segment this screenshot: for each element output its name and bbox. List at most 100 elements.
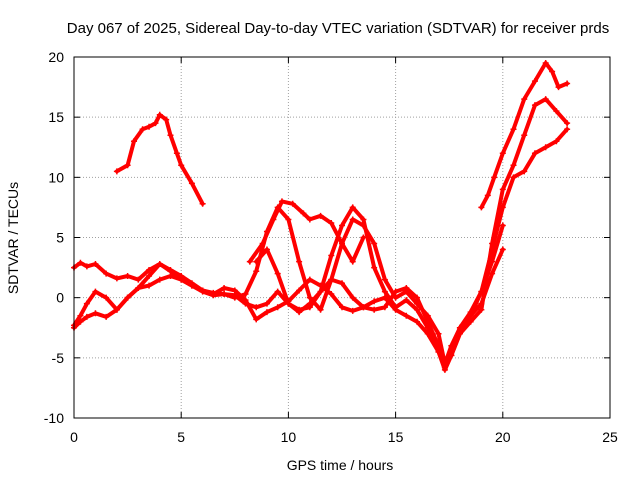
data-point <box>163 116 170 123</box>
data-point <box>263 309 270 316</box>
data-point <box>339 240 345 247</box>
series-s4 <box>253 96 571 373</box>
data-point <box>349 204 356 211</box>
data-point <box>242 291 249 298</box>
data-point <box>263 246 270 253</box>
data-point <box>328 252 335 259</box>
data-point <box>371 264 378 271</box>
data-point <box>259 240 266 247</box>
data-point <box>167 273 174 280</box>
grid <box>74 57 610 418</box>
data-point <box>542 96 549 103</box>
data-point <box>392 304 399 311</box>
data-point <box>92 260 99 267</box>
y-tick-label: 10 <box>48 169 64 185</box>
data-point <box>124 294 131 301</box>
y-tick-label: 15 <box>48 109 64 125</box>
data-point <box>124 162 131 169</box>
data-point <box>231 294 238 301</box>
data-point <box>349 307 356 314</box>
x-tick-label: 20 <box>495 429 511 445</box>
data-point <box>274 288 281 295</box>
data-point <box>77 318 84 325</box>
data-point <box>521 96 528 103</box>
data-point <box>360 216 367 223</box>
data-point <box>253 316 260 323</box>
data-point <box>92 310 99 317</box>
data-point <box>414 294 421 301</box>
data-point <box>499 222 506 229</box>
data-point <box>77 312 84 319</box>
x-tick-label: 15 <box>388 429 404 445</box>
data-point <box>510 174 517 181</box>
data-point <box>328 220 335 227</box>
data-point <box>113 275 120 282</box>
data-point <box>564 126 571 133</box>
data-point <box>360 304 367 311</box>
data-point <box>414 318 421 325</box>
data-point <box>499 186 506 193</box>
data-point <box>278 198 285 205</box>
data-point <box>231 287 238 294</box>
data-point <box>253 268 260 275</box>
data-point <box>221 285 228 292</box>
data-point <box>542 60 549 67</box>
data-point <box>371 240 378 247</box>
data-point <box>371 298 378 305</box>
data-point <box>448 352 455 359</box>
series-s5 <box>478 60 571 211</box>
data-point <box>83 300 90 307</box>
data-point <box>156 111 163 118</box>
data-point <box>253 304 260 311</box>
data-point <box>555 84 562 91</box>
chart-title: Day 067 of 2025, Sidereal Day-to-day VTE… <box>67 20 609 37</box>
data-point <box>499 150 506 157</box>
x-tick-label: 5 <box>177 429 185 445</box>
data-point <box>103 313 110 320</box>
data-point <box>242 297 249 304</box>
data-point <box>274 270 281 277</box>
data-point <box>178 276 185 283</box>
data-point <box>146 273 153 280</box>
data-point <box>349 258 356 265</box>
y-tick-label: 20 <box>48 49 64 65</box>
data-point <box>103 270 110 277</box>
data-point <box>146 266 153 273</box>
data-point <box>381 288 388 295</box>
data-point <box>296 306 303 313</box>
data-point <box>124 273 131 280</box>
data-point <box>456 330 463 337</box>
y-tick-label: -5 <box>52 350 65 366</box>
data-point <box>103 294 110 301</box>
ticks: 0 5 10 15 20 25 -10 -5 0 5 10 15 20 <box>44 49 618 445</box>
data-point <box>300 210 307 217</box>
y-tick-label: 0 <box>56 290 64 306</box>
y-axis-label: SDTVAR / TECUs <box>5 182 21 294</box>
series-line <box>247 199 366 264</box>
data-point <box>274 304 281 311</box>
series-s7 <box>246 198 367 265</box>
data-point <box>403 297 410 304</box>
data-point <box>306 304 313 311</box>
data-point <box>392 294 399 301</box>
x-tick-label: 0 <box>70 429 78 445</box>
data-point <box>489 240 496 247</box>
data-point <box>531 102 538 109</box>
data-point <box>83 313 90 320</box>
data-point <box>371 306 378 313</box>
x-tick-label: 25 <box>602 429 618 445</box>
data-point <box>199 200 206 207</box>
data-point <box>339 304 345 311</box>
data-point <box>349 294 356 301</box>
y-tick-label: -10 <box>44 410 64 426</box>
data-point <box>510 162 517 169</box>
data-point <box>167 132 174 139</box>
data-point <box>270 216 277 223</box>
data-point <box>152 120 159 127</box>
data-point <box>467 318 474 325</box>
data-point <box>156 276 163 283</box>
data-point <box>564 80 571 87</box>
data-point <box>221 291 228 298</box>
data-point <box>92 288 99 295</box>
